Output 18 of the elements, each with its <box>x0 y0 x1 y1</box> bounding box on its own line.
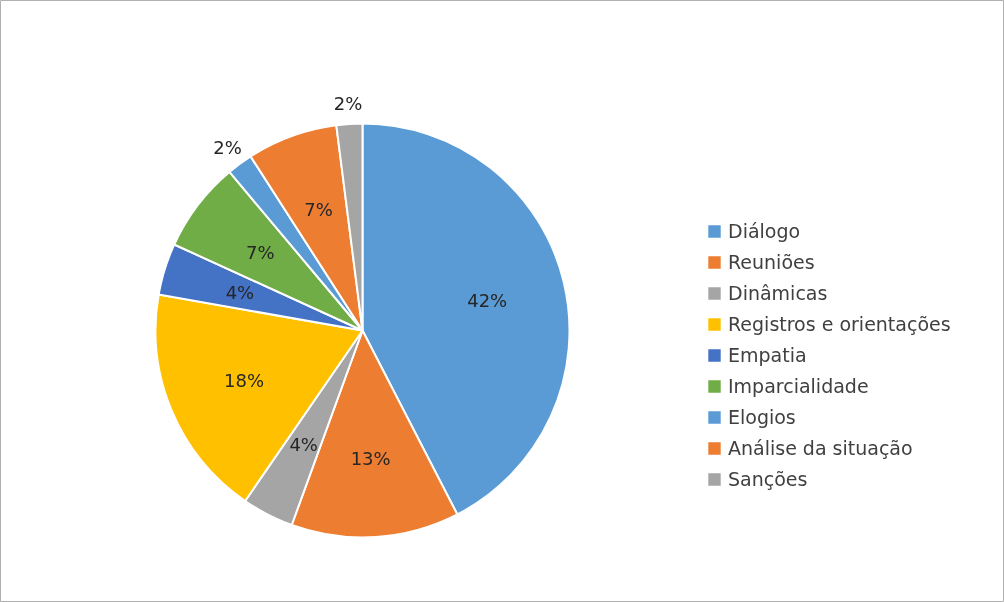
data-label: 13% <box>350 448 391 470</box>
legend-label: Registros e orientações <box>728 313 951 335</box>
legend-label: Imparcialidade <box>728 375 869 397</box>
legend-label: Empatia <box>728 344 807 366</box>
data-label: 18% <box>224 369 265 391</box>
data-label: 7% <box>304 199 333 221</box>
data-label: 4% <box>225 281 255 303</box>
legend-label: Reuniões <box>728 251 815 273</box>
data-label: 2% <box>333 92 363 114</box>
data-label: 4% <box>289 434 318 456</box>
data-label: 42% <box>467 289 508 311</box>
legend-label: Sanções <box>728 468 808 490</box>
legend-label: Dinâmicas <box>728 282 828 304</box>
legend-label: Diálogo <box>728 220 801 242</box>
legend-label: Elogios <box>728 406 796 428</box>
legend-label: Análise da situação <box>728 437 913 459</box>
data-label: 7% <box>246 242 275 264</box>
data-label: 2% <box>213 136 242 158</box>
